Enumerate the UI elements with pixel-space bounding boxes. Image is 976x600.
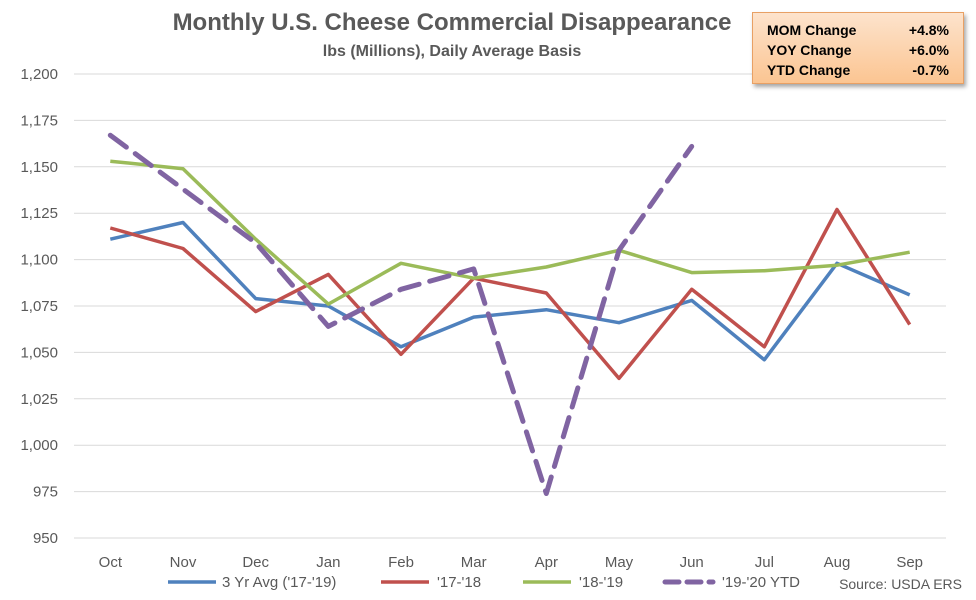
x-tick-label: Dec [242, 554, 269, 571]
series-line [109, 220, 911, 362]
chart-title: Monthly U.S. Cheese Commercial Disappear… [173, 9, 732, 36]
source-note: Source: USDA ERS [839, 576, 962, 592]
ytd-change-row: YTD Change -0.7% [767, 60, 949, 80]
series-line [107, 132, 695, 496]
mom-change-row: MOM Change +4.8% [767, 20, 949, 40]
series-line [109, 207, 912, 381]
x-tick-label: Jan [316, 554, 340, 571]
x-tick-label: Mar [461, 554, 487, 571]
y-tick-label: 1,175 [20, 112, 58, 129]
legend-label: '19-'20 YTD [722, 574, 800, 591]
x-tick-label: Nov [170, 554, 197, 571]
x-tick-label: Oct [99, 554, 123, 571]
y-tick-label: 1,125 [20, 205, 58, 222]
series-lines [107, 132, 912, 496]
chart-subtitle: lbs (Millions), Daily Average Basis [323, 43, 582, 60]
ytd-change-label: YTD Change [767, 62, 851, 78]
y-tick-label: 1,075 [20, 298, 58, 315]
x-tick-label: Sep [896, 554, 923, 571]
y-tick-label: 950 [33, 530, 58, 547]
x-tick-label: May [605, 554, 634, 571]
x-axis: Oct Nov Dec Jan Feb Mar Apr May Jun Jul Aug Sep [99, 554, 923, 571]
y-tick-label: 1,200 [20, 66, 58, 83]
y-tick-label: 1,050 [20, 344, 58, 361]
legend-label: 3 Yr Avg ('17-'19) [222, 574, 336, 591]
legend: 3 Yr Avg ('17-'19) '17-'18 '18-'19 '19-'20 … [168, 574, 800, 591]
gridlines [74, 73, 946, 539]
yoy-change-label: YOY Change [767, 42, 852, 58]
ytd-change-value: -0.7% [912, 62, 949, 78]
legend-label: '17-'18 [437, 574, 481, 591]
yoy-change-value: +6.0% [908, 42, 949, 58]
series-line [110, 159, 911, 306]
x-tick-label: Aug [824, 554, 851, 571]
change-summary-box: MOM Change +4.8% YOY Change +6.0% YTD Ch… [752, 12, 964, 84]
x-tick-label: Apr [535, 554, 558, 571]
x-tick-label: Jul [755, 554, 774, 571]
legend-label: '18-'19 [579, 574, 623, 591]
mom-change-value: +4.8% [908, 22, 949, 38]
x-tick-label: Feb [388, 554, 414, 571]
y-tick-label: 975 [33, 484, 58, 501]
yoy-change-row: YOY Change +6.0% [767, 40, 949, 60]
x-tick-label: Jun [680, 554, 704, 571]
y-axis: 950 975 1,000 1,025 1,050 1,075 1,100 1,125 1,15… [20, 66, 58, 547]
y-tick-label: 1,025 [20, 391, 58, 408]
y-tick-label: 1,000 [20, 437, 58, 454]
y-tick-label: 1,100 [20, 252, 58, 269]
y-tick-label: 1,150 [20, 159, 58, 176]
mom-change-label: MOM Change [767, 22, 857, 38]
